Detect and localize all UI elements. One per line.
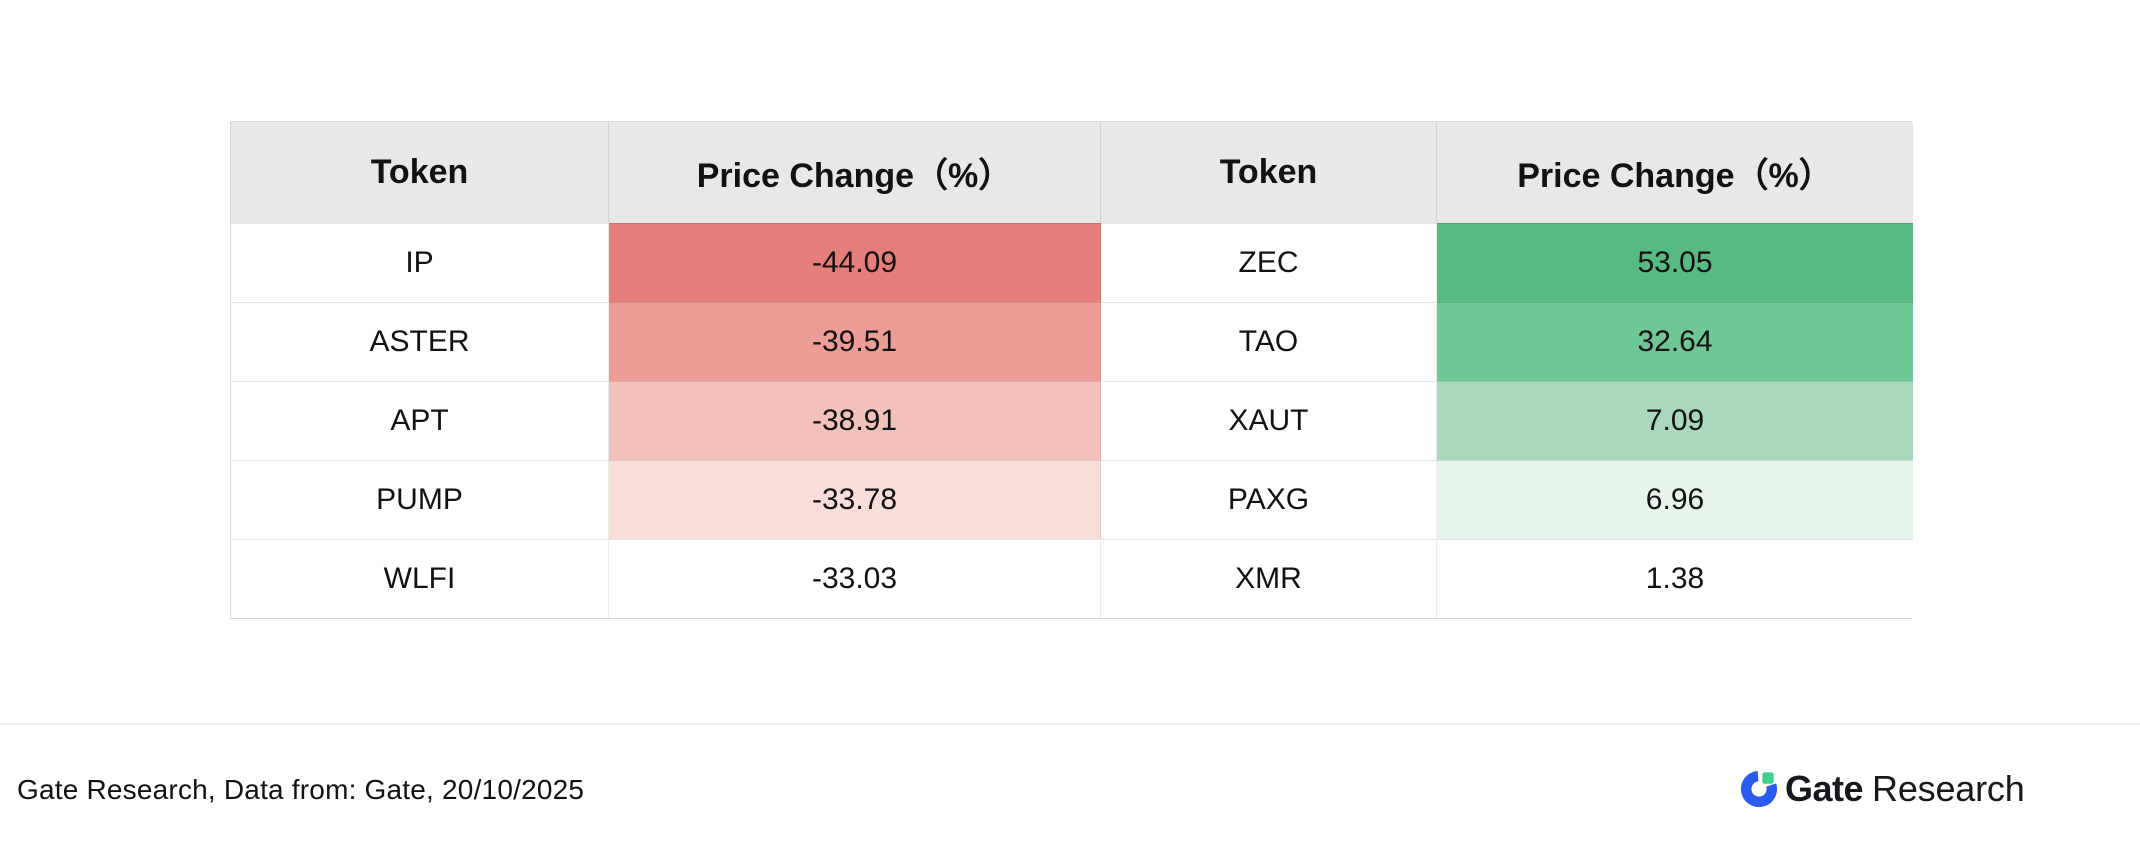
token-cell: XAUT <box>1101 381 1437 460</box>
price-change-cell: -44.09 <box>609 223 1101 302</box>
token-cell: IP <box>231 223 609 302</box>
price-change-cell: 7.09 <box>1437 381 1913 460</box>
price-change-cell: 32.64 <box>1437 302 1913 381</box>
price-change-cell: -33.78 <box>609 460 1101 539</box>
header-token-right: Token <box>1101 122 1437 223</box>
gate-logo-icon <box>1740 770 1778 808</box>
token-cell: XMR <box>1101 539 1437 618</box>
token-cell: WLFI <box>231 539 609 618</box>
header-price-change-right: Price Change（%） <box>1437 122 1913 223</box>
token-cell: PUMP <box>231 460 609 539</box>
footer-divider <box>0 723 2140 725</box>
data-source-caption: Gate Research, Data from: Gate, 20/10/20… <box>17 774 585 805</box>
gate-logo-wordmark: Gate <box>1785 768 1864 809</box>
token-cell: ASTER <box>231 302 609 381</box>
price-change-table: Token Price Change（%） Token Price Change… <box>230 121 1913 619</box>
research-wordmark: Research <box>1872 768 2025 809</box>
token-cell: ZEC <box>1101 223 1437 302</box>
token-cell: APT <box>231 381 609 460</box>
gate-research-logo: Gate Research <box>1740 768 2025 809</box>
price-change-cell: 6.96 <box>1437 460 1913 539</box>
price-change-cell: -39.51 <box>609 302 1101 381</box>
price-change-cell: -33.03 <box>609 539 1101 618</box>
price-change-cell: -38.91 <box>609 381 1101 460</box>
price-change-cell: 1.38 <box>1437 539 1913 618</box>
price-change-cell: 53.05 <box>1437 223 1913 302</box>
header-token-left: Token <box>231 122 609 223</box>
header-price-change-left: Price Change（%） <box>609 122 1101 223</box>
token-cell: TAO <box>1101 302 1437 381</box>
token-cell: PAXG <box>1101 460 1437 539</box>
